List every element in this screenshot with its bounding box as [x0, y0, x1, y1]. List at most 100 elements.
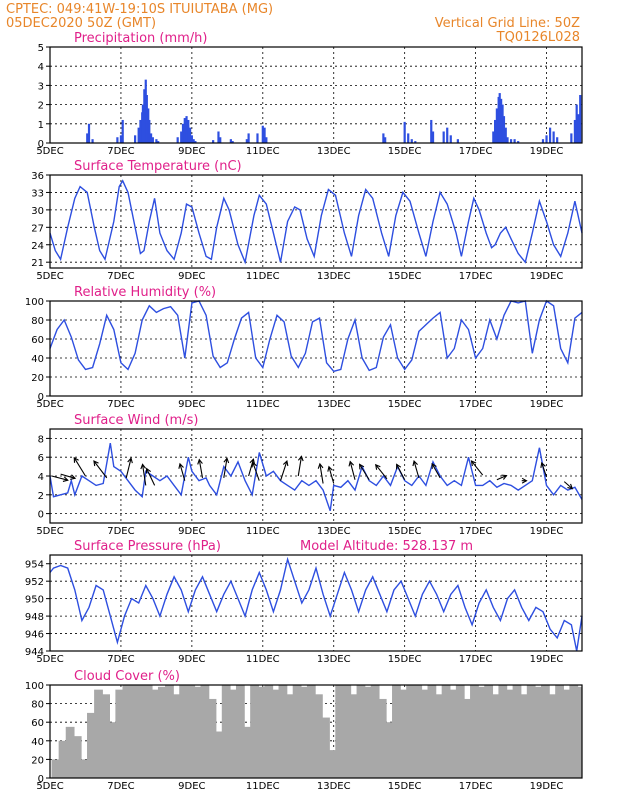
temp-xtick-label: 9DEC: [178, 271, 205, 282]
cloud-bar: [441, 685, 451, 778]
temp-frame: [49, 174, 583, 269]
precip-bar: [261, 125, 264, 143]
precip-bar: [442, 131, 445, 143]
pressure-ytick-label: 954: [25, 560, 44, 571]
cloud-bar: [193, 686, 203, 778]
temp-title: Surface Temperature (nC): [74, 159, 242, 174]
rh-xtick-label: 17DEC: [459, 399, 493, 410]
precip-panel: 5DEC 7DEC 9DEC 11DEC 13DEC 15DEC 17DEC 19DEC 0 1 2…: [36, 31, 583, 157]
pressure-xtick-label: 19DEC: [530, 654, 564, 665]
wind-xtick-label: 17DEC: [459, 526, 493, 537]
cloud-bar: [370, 685, 380, 778]
temp-panel: 5DEC 7DEC 9DEC 11DEC 13DEC 15DEC 17DEC 19DEC 21 2…: [31, 159, 583, 282]
temp-xtick-label: 19DEC: [530, 271, 564, 282]
precip-bar: [194, 141, 197, 143]
cloud-bar: [292, 685, 302, 778]
precip-bar: [431, 131, 435, 143]
precip-title: Precipitation (mm/h): [74, 31, 207, 46]
cloud-bar: [470, 685, 479, 778]
pressure-ytick-label: 946: [25, 630, 44, 641]
cloud-bar: [540, 685, 550, 778]
wind-arrow: [431, 463, 441, 479]
precip-bar: [548, 127, 552, 143]
wind-arrow: [563, 481, 573, 490]
cloud-bar: [129, 685, 139, 778]
precip-xtick-label: 11DEC: [246, 146, 280, 157]
wind-arrow-head: [327, 465, 333, 472]
precip-bar: [556, 137, 559, 143]
precip-xtick-label: 13DEC: [317, 146, 351, 157]
precip-bar: [573, 119, 577, 143]
rh-xtick-label: 15DEC: [388, 399, 422, 410]
precip-bar: [87, 123, 91, 143]
precip-bar: [541, 139, 545, 143]
wind-arrow: [496, 475, 507, 481]
cloud-bar: [434, 694, 444, 778]
wind-arrow: [252, 462, 260, 481]
wind-arrow-head: [249, 458, 256, 465]
precip-bar: [188, 127, 192, 143]
temp-xtick-label: 13DEC: [317, 271, 351, 282]
precip-bar: [219, 137, 222, 143]
wind-arrow-head: [501, 474, 508, 480]
pressure-series-line: [49, 556, 583, 652]
precip-bar: [229, 139, 232, 143]
cloud-bar: [462, 698, 472, 778]
pressure-subtitle: Model Altitude: 528.137 m: [300, 539, 473, 554]
cloud-panel: 5DEC 7DEC 9DEC 11DEC 13DEC 15DEC 17DEC 19DEC 0 20…: [25, 669, 583, 792]
rh-ytick-label: 40: [31, 354, 44, 365]
cloud-title: Cloud Cover (%): [74, 669, 180, 684]
precip-xtick-label: 5DEC: [36, 146, 63, 157]
cloud-bar: [548, 694, 557, 778]
wind-arrow: [375, 464, 388, 480]
precip-bar: [403, 121, 406, 143]
precip-bar: [137, 127, 140, 143]
wind-arrow: [471, 460, 484, 476]
cloud-xtick-label: 11DEC: [246, 781, 280, 792]
precip-frame: [49, 46, 583, 144]
cloud-bar: [328, 750, 337, 778]
precip-bar: [263, 127, 266, 143]
wind-arrow-head: [396, 463, 402, 470]
temp-ytick-label: 24: [31, 241, 44, 252]
precip-bar: [139, 119, 142, 143]
precip-bar: [176, 137, 179, 143]
temp-xtick-label: 7DEC: [107, 271, 134, 282]
cloud-xtick-label: 15DEC: [388, 781, 422, 792]
rh-xtick-label: 5DEC: [36, 399, 63, 410]
precip-bar: [517, 141, 520, 143]
wind-xtick-label: 19DEC: [530, 526, 564, 537]
precip-bar: [575, 104, 578, 143]
pressure-title: Surface Pressure (hPa): [74, 539, 221, 554]
precip-bar: [498, 93, 501, 143]
cloud-bar: [200, 685, 210, 778]
cloud-bar: [235, 685, 245, 778]
wind-xtick-label: 5DEC: [36, 526, 63, 537]
wind-ytick-label: 2: [38, 491, 44, 502]
rh-ytick-label: 60: [31, 335, 44, 346]
cloud-bar: [143, 685, 153, 778]
cloud-bar: [271, 689, 281, 778]
precip-bar: [495, 108, 498, 143]
cloud-frame: [49, 684, 583, 779]
cloud-bar: [179, 685, 189, 778]
cloud-bar: [243, 726, 252, 778]
wind-arrow-head: [93, 460, 99, 467]
rh-xtick-label: 7DEC: [107, 399, 134, 410]
temp-xtick-label: 17DEC: [459, 271, 493, 282]
cloud-bar: [512, 685, 522, 778]
cloud-bar: [72, 736, 82, 778]
precip-bar: [134, 135, 137, 143]
cloud-bar: [264, 685, 274, 778]
rh-xtick-label: 13DEC: [317, 399, 351, 410]
wind-arrow: [125, 458, 132, 479]
precip-bar: [502, 116, 506, 143]
precip-xtick-label: 17DEC: [459, 146, 493, 157]
precip-bar: [449, 135, 452, 143]
cloud-bar: [157, 686, 167, 778]
wind-arrow-head: [521, 477, 528, 484]
cloud-ytick-label: 40: [31, 737, 44, 748]
precip-bar: [121, 119, 124, 143]
wind-arrow-head: [412, 459, 418, 467]
precip-xtick-label: 7DEC: [107, 146, 134, 157]
